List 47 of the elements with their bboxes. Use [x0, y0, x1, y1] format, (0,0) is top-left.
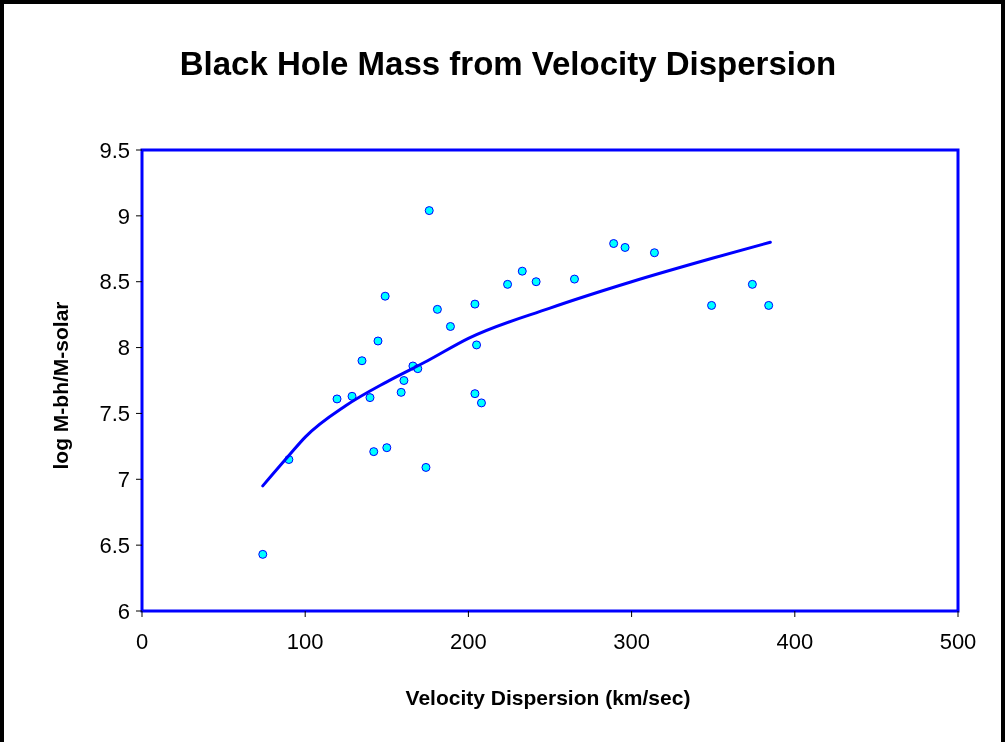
point	[365, 393, 375, 403]
point	[470, 299, 480, 309]
x-tick-label: 100	[286, 629, 324, 654]
point	[382, 443, 392, 453]
point	[373, 336, 383, 346]
point	[531, 277, 541, 287]
y-tick-label: 8.5	[99, 269, 130, 295]
x-tick-label: 500	[939, 629, 977, 654]
x-tick-label: 400	[776, 629, 814, 654]
y-tick-label: 9	[117, 203, 130, 229]
point	[421, 462, 431, 472]
point	[347, 391, 357, 401]
point	[369, 447, 379, 457]
point	[747, 279, 757, 289]
point	[258, 549, 268, 559]
point	[476, 398, 486, 408]
y-axis-title: log M-bh/M-solar	[49, 301, 72, 470]
x-axis-title: Velocity Dispersion (km/sec)	[405, 686, 691, 709]
point	[472, 340, 482, 350]
point	[399, 376, 409, 385]
point	[609, 239, 619, 249]
point	[445, 322, 455, 331]
point	[380, 291, 390, 301]
point	[764, 300, 774, 310]
y-tick-label: 9.5	[99, 137, 130, 163]
point	[707, 300, 717, 310]
point	[424, 206, 434, 216]
point	[649, 248, 659, 258]
y-tick-label: 7	[117, 466, 130, 492]
y-tick-label: 6.5	[99, 532, 130, 558]
point	[470, 389, 480, 399]
point	[517, 266, 527, 276]
point	[432, 304, 442, 314]
point	[620, 242, 630, 252]
y-tick-label: 6	[117, 598, 130, 624]
point	[396, 387, 406, 397]
point	[332, 394, 342, 404]
line-series	[261, 240, 772, 488]
chart-title: Black Hole Mass from Velocity Dispersion	[179, 45, 837, 82]
point	[503, 279, 513, 289]
y-tick-label: 7.5	[99, 401, 130, 427]
point	[357, 356, 367, 366]
y-tick-label: 8	[117, 335, 130, 361]
point	[569, 274, 579, 284]
x-tick-label: 0	[135, 629, 149, 654]
x-tick-label: 300	[613, 629, 650, 654]
x-tick-label: 200	[450, 629, 487, 654]
